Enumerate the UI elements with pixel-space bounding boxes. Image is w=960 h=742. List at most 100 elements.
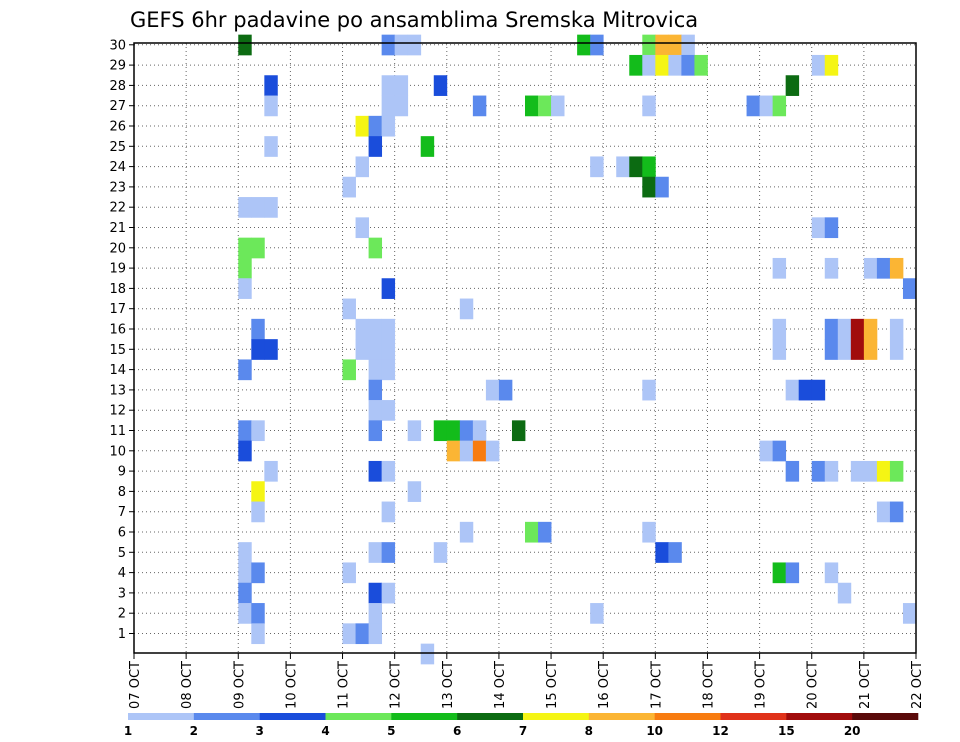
precip-cell (837, 318, 852, 340)
precip-cell (420, 136, 435, 157)
legend-label: 3 (255, 724, 263, 738)
precip-cell (837, 339, 852, 360)
precip-cell (889, 501, 904, 523)
precip-cell (381, 95, 396, 117)
precip-cell (368, 379, 383, 401)
precip-cell (785, 562, 800, 584)
y-tick-label: 25 (109, 140, 126, 155)
precip-cell (642, 176, 656, 198)
y-tick-label: 18 (109, 282, 126, 297)
precip-cell (433, 75, 448, 96)
precip-cell (251, 237, 265, 259)
color-legend: 1 2 3 4 5 6 7 8 10 12 15 20 (124, 713, 919, 738)
legend-label: 1 (124, 724, 132, 738)
precip-cell (368, 339, 383, 360)
precip-cell (485, 379, 500, 401)
precip-cell (381, 501, 396, 523)
precip-cell (381, 460, 396, 482)
precip-cell (355, 115, 369, 137)
precip-cell (876, 460, 891, 482)
precip-cell (863, 339, 878, 360)
precip-cell (342, 359, 356, 381)
precip-cell (459, 298, 474, 320)
y-axis-ticks: 1234567891011121314151617181920212223242… (109, 38, 134, 642)
precip-cell (238, 562, 252, 584)
precip-cell (668, 34, 682, 56)
y-tick-label: 24 (109, 160, 126, 175)
precip-cell (655, 34, 669, 56)
precip-cell (381, 34, 396, 56)
x-tick-label: 16 OCT (597, 661, 612, 709)
precip-cell (381, 75, 396, 96)
y-tick-label: 15 (109, 343, 126, 358)
precip-cell (264, 136, 278, 157)
y-tick-label: 12 (109, 404, 126, 419)
precip-cell (889, 257, 904, 279)
precip-cell (368, 603, 383, 624)
legend-label: 4 (321, 724, 329, 738)
legend-color-swatch (128, 713, 195, 720)
precip-cell (485, 440, 500, 462)
precip-cell (238, 420, 252, 442)
precip-cell (863, 257, 878, 279)
precip-cell (368, 237, 383, 259)
precip-cell (446, 440, 461, 462)
precip-cell (746, 95, 760, 117)
precip-cell (772, 562, 787, 584)
precip-cell (251, 197, 265, 218)
precip-cell (668, 54, 682, 76)
precip-cell (472, 420, 487, 442)
y-tick-label: 29 (109, 59, 126, 74)
legend-label: 7 (519, 724, 527, 738)
precip-cell (642, 521, 656, 543)
x-tick-label: 09 OCT (232, 661, 247, 709)
precip-cell (433, 542, 448, 563)
precip-cell (368, 136, 383, 157)
precip-cell (368, 582, 383, 604)
precip-cell (824, 257, 839, 279)
precip-cell (446, 420, 461, 442)
precip-cell (238, 603, 252, 624)
precip-cell (381, 582, 396, 604)
precip-cell (642, 95, 656, 117)
precip-cell (264, 197, 278, 218)
legend-color-swatch (325, 713, 392, 720)
precip-cell (381, 359, 396, 381)
precip-cell (251, 420, 265, 442)
precip-cell (655, 176, 669, 198)
precip-cell (407, 420, 422, 442)
y-tick-label: 30 (109, 38, 126, 53)
precip-cell (772, 318, 787, 340)
precip-cell (811, 54, 826, 76)
y-tick-label: 27 (109, 99, 126, 114)
precip-cell (863, 460, 878, 482)
x-tick-label: 17 OCT (649, 661, 664, 709)
precip-cell (459, 440, 474, 462)
precip-cell (238, 34, 252, 56)
precip-cell (394, 75, 409, 96)
precip-cell (629, 156, 643, 178)
legend-label: 20 (844, 724, 861, 738)
precip-cell (655, 54, 669, 76)
precip-cell (668, 542, 682, 563)
precip-cell (355, 318, 369, 340)
precip-cell (629, 54, 643, 76)
precip-cell (772, 257, 787, 279)
precip-cell (238, 440, 252, 462)
precip-cell (785, 75, 800, 96)
legend-label: 8 (585, 724, 593, 738)
precip-cell (238, 582, 252, 604)
precip-cell (472, 95, 487, 117)
precip-cell (368, 542, 383, 563)
y-tick-label: 21 (109, 221, 126, 236)
precip-cell (850, 460, 865, 482)
y-tick-label: 28 (109, 79, 126, 94)
precip-cell (381, 339, 396, 360)
x-tick-label: 07 OCT (128, 661, 143, 709)
precip-cell (433, 420, 448, 442)
precip-cell (642, 156, 656, 178)
legend-label: 15 (778, 724, 795, 738)
precip-cell (355, 156, 369, 178)
precip-cell (342, 623, 356, 645)
precip-cell (368, 400, 383, 421)
